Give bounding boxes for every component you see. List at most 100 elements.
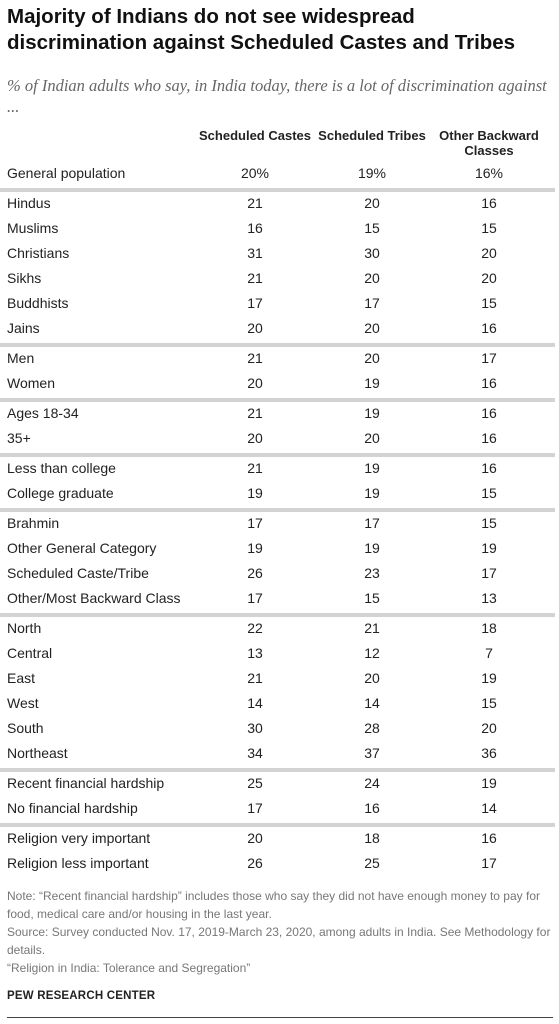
value-cell: 17 — [364, 295, 380, 311]
row-label: North — [7, 620, 42, 636]
value-cell: 21 — [247, 460, 263, 476]
value-cell: 21 — [247, 405, 263, 421]
column-header: Scheduled Castes — [199, 128, 311, 143]
value-cell: 20 — [364, 670, 380, 686]
value-cell: 20 — [364, 350, 380, 366]
table-row: Less than college 21 19 16 — [0, 456, 559, 481]
value-cell: 25 — [247, 775, 263, 791]
value-cell: 20 — [364, 320, 380, 336]
table-row: Scheduled Caste/Tribe 26 23 17 — [0, 561, 559, 586]
value-cell: 20 — [481, 245, 497, 261]
table-row: East 21 20 19 — [0, 666, 559, 691]
value-cell: 28 — [364, 720, 380, 736]
row-label: College graduate — [7, 485, 114, 501]
value-cell: 21 — [247, 670, 263, 686]
value-cell: 15 — [481, 220, 497, 236]
row-label: West — [7, 695, 39, 711]
group-divider — [0, 768, 555, 772]
group-divider — [0, 343, 555, 347]
value-cell: 30 — [364, 245, 380, 261]
group-divider — [0, 613, 555, 617]
value-cell: 19% — [357, 165, 387, 181]
table-row: West 14 14 15 — [0, 691, 559, 716]
value-cell: 18 — [364, 830, 380, 846]
value-cell: 16 — [247, 220, 263, 236]
row-label: General population — [7, 165, 126, 181]
column-header: Scheduled Tribes — [318, 128, 426, 143]
table-row: Religion very important 20 18 16 — [0, 826, 559, 851]
value-cell: 17 — [481, 350, 497, 366]
value-cell: 22 — [247, 620, 263, 636]
report-title-text: “Religion in India: Tolerance and Segreg… — [7, 961, 251, 975]
value-cell: 19 — [364, 375, 380, 391]
value-cell: 17 — [247, 515, 263, 531]
value-cell: 36 — [481, 745, 497, 761]
table-row: Muslims 16 15 15 — [0, 216, 559, 241]
value-cell: 15 — [481, 515, 497, 531]
row-label: 35+ — [7, 430, 31, 446]
value-cell: 19 — [481, 775, 497, 791]
column-header: Other Backward Classes — [439, 128, 539, 158]
value-cell: 13 — [481, 590, 497, 606]
value-cell: 21 — [247, 195, 263, 211]
notes: Note: “Recent financial hardship” includ… — [7, 887, 555, 977]
value-cell: 20 — [481, 720, 497, 736]
table-row: Ages 18-34 21 19 16 — [0, 401, 559, 426]
table-row: Recent financial hardship 25 24 19 — [0, 771, 559, 796]
pew-logo-text: PEW RESEARCH CENTER — [7, 990, 156, 1002]
table-row: Other/Most Backward Class 17 15 13 — [0, 586, 559, 611]
value-cell: 34 — [247, 745, 263, 761]
value-cell: 7 — [485, 645, 493, 661]
chart-title: Majority of Indians do not see widesprea… — [7, 5, 516, 54]
value-cell: 21 — [364, 620, 380, 636]
table-row: Women 20 19 16 — [0, 371, 559, 396]
row-label: Less than college — [7, 460, 116, 476]
value-cell: 15 — [481, 695, 497, 711]
value-cell: 20 — [481, 270, 497, 286]
value-cell: 15 — [481, 485, 497, 501]
value-cell: 13 — [247, 645, 263, 661]
chart-subtitle: % of Indian adults who say, in India tod… — [7, 76, 547, 116]
value-cell: 17 — [481, 565, 497, 581]
value-cell: 12 — [364, 645, 380, 661]
row-label: No financial hardship — [7, 800, 138, 816]
row-label: Muslims — [7, 220, 59, 236]
group-divider — [0, 188, 555, 192]
table-row: South 30 28 20 — [0, 716, 559, 741]
value-cell: 16 — [481, 460, 497, 476]
value-cell: 20 — [247, 830, 263, 846]
value-cell: 16 — [481, 830, 497, 846]
value-cell: 15 — [481, 295, 497, 311]
table-row: Other General Category 19 19 19 — [0, 536, 559, 561]
value-cell: 26 — [247, 565, 263, 581]
value-cell: 15 — [364, 220, 380, 236]
value-cell: 19 — [481, 670, 497, 686]
value-cell: 24 — [364, 775, 380, 791]
group-divider — [0, 453, 555, 457]
row-label: Scheduled Caste/Tribe — [7, 565, 149, 581]
footer-divider — [7, 1017, 553, 1018]
row-label: Jains — [7, 320, 40, 336]
row-label: Brahmin — [7, 515, 60, 531]
value-cell: 14 — [364, 695, 380, 711]
table-row: Jains 20 20 16 — [0, 316, 559, 341]
table-row: No financial hardship 17 16 14 — [0, 796, 559, 821]
value-cell: 18 — [481, 620, 497, 636]
row-label: Northeast — [7, 745, 68, 761]
value-cell: 19 — [364, 485, 380, 501]
value-cell: 21 — [247, 270, 263, 286]
group-divider — [0, 508, 555, 512]
value-cell: 20 — [247, 375, 263, 391]
value-cell: 15 — [364, 590, 380, 606]
value-cell: 19 — [364, 405, 380, 421]
value-cell: 19 — [364, 460, 380, 476]
row-label: Buddhists — [7, 295, 69, 311]
table-row: Northeast 34 37 36 — [0, 741, 559, 766]
row-label: East — [7, 670, 36, 686]
table-row: Buddhists 17 17 15 — [0, 291, 559, 316]
value-cell: 16 — [481, 430, 497, 446]
row-label: Central — [7, 645, 53, 661]
table-row: Hindus 21 20 16 — [0, 191, 559, 216]
row-label: Sikhs — [7, 270, 42, 286]
table-row: Religion less important 26 25 17 — [0, 851, 559, 876]
